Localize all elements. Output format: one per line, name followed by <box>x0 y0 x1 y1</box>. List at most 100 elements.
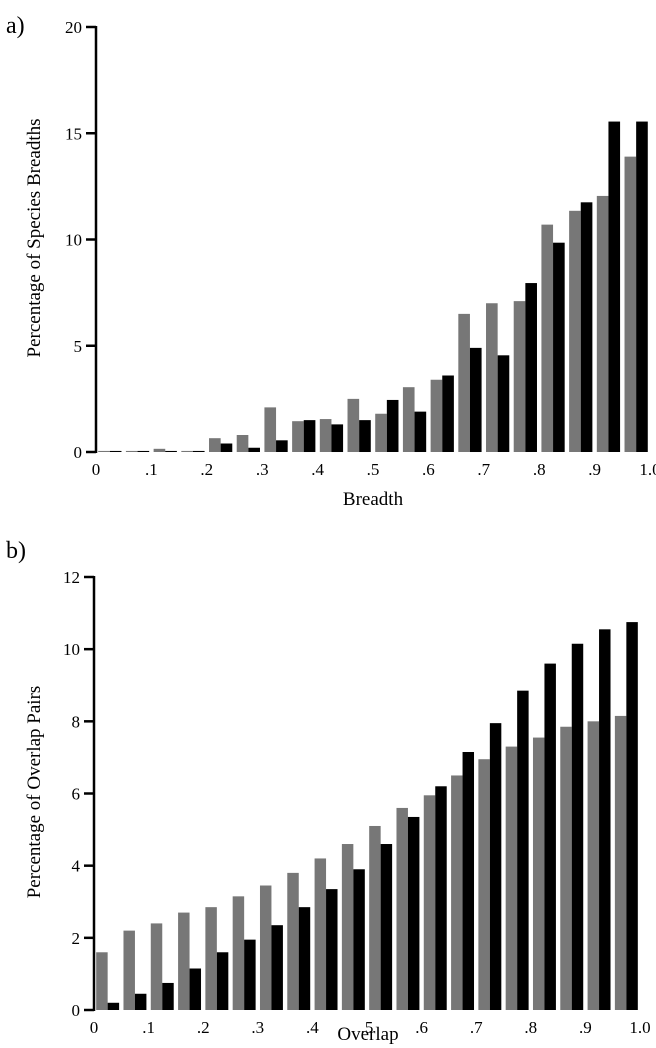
panel-a-bar-s2-2 <box>137 450 150 452</box>
panel-a-label: a) <box>6 13 25 39</box>
panel-a-bar-s2-13 <box>442 375 454 452</box>
panel-b-bar-s1-10 <box>341 844 354 1010</box>
panel-b-bar-s2-19 <box>599 629 611 1010</box>
panel-a-bar-s1-10 <box>347 398 360 453</box>
panel-b-x-tick-label-2: .2 <box>197 1018 210 1037</box>
panel-a-bar-s2-11 <box>386 399 399 452</box>
panel-a-bar-s1-19 <box>596 195 609 452</box>
panel-a-bar-s1-1 <box>98 450 110 452</box>
panel-a-x-tick-label-1: .1 <box>145 460 158 479</box>
panel-b-bar-s2-4 <box>189 968 202 1010</box>
panel-b-bar-s2-3 <box>162 982 174 1010</box>
panel-a-bar-s1-11 <box>375 413 387 452</box>
panel-a-y-axis-title: Percentage of Species Breadths <box>24 119 45 358</box>
panel-b-x-tick-label-10: 1.0 <box>629 1018 650 1037</box>
panel-a-x-tick-label-6: .6 <box>422 460 435 479</box>
panel-b-bar-s2-16 <box>517 690 529 1010</box>
panel-a-x-tick-label-0: 0 <box>92 460 101 479</box>
panel-a-bar-s2-12 <box>414 411 427 453</box>
panel-a-bar-s2-6 <box>248 447 260 452</box>
panel-b-bar-s1-19 <box>587 721 600 1010</box>
panel-b-bar-s2-14 <box>462 752 475 1010</box>
panel-b-x-tick-label-4: .4 <box>306 1018 319 1037</box>
panel-b-bar-s1-11 <box>369 825 381 1010</box>
panel-b-bar-s1-3 <box>150 923 163 1010</box>
panel-b-bar-s2-10 <box>353 869 365 1010</box>
panel-b-x-tick-label-3: .3 <box>251 1018 264 1037</box>
panel-a-bar-s2-7 <box>276 440 288 452</box>
panel-a-bar-s2-16 <box>525 283 537 452</box>
panel-b-bar-s2-8 <box>298 907 311 1010</box>
panel-a-bar-s2-18 <box>580 202 593 452</box>
panel-b-bar-s1-6 <box>232 896 245 1010</box>
panel-a-bar-s2-4 <box>192 450 205 452</box>
panel-a-bar-s2-3 <box>165 450 177 452</box>
panel-b-bar-s2-7 <box>271 925 283 1010</box>
panel-a-bar-s1-13 <box>430 379 443 452</box>
panel-a-bar-s1-12 <box>402 387 415 452</box>
panel-b-bar-s2-18 <box>571 643 584 1010</box>
panel-a-bar-s1-17 <box>541 224 554 452</box>
panel-a-x-tick-label-3: .3 <box>256 460 269 479</box>
panel-b-bar-s2-15 <box>489 723 502 1010</box>
panel-a-bar-s2-8 <box>303 420 316 453</box>
panel-a-bar-s1-16 <box>513 301 526 453</box>
panel-a-breadth-chart: a) Percentage of Species Breadths Breadt… <box>6 13 656 510</box>
panel-a-x-tick-label-7: .7 <box>477 460 490 479</box>
panel-b-bar-s1-1 <box>96 952 108 1010</box>
panel-b-bar-s1-5 <box>205 907 217 1010</box>
panel-a-x-tick-label-4: .4 <box>311 460 324 479</box>
panel-b-bar-s1-18 <box>560 726 572 1010</box>
panel-b-y-tick-label-6: 12 <box>63 568 80 587</box>
panel-a-bar-s2-1 <box>109 450 122 452</box>
panel-a-x-tick-label-2: .2 <box>200 460 213 479</box>
panel-b-y-tick-label-1: 2 <box>72 929 81 948</box>
panel-b-bar-s2-17 <box>544 663 556 1010</box>
panel-a-bar-s1-4 <box>181 450 193 452</box>
panel-b-bar-s2-12 <box>407 816 420 1010</box>
panel-a-y-tick-label-4: 20 <box>65 18 82 37</box>
panel-b-bar-s2-6 <box>244 939 256 1010</box>
panel-a-x-tick-label-8: .8 <box>533 460 546 479</box>
panel-a-bar-s2-14 <box>469 347 482 453</box>
panel-a-bar-s2-5 <box>220 443 233 452</box>
panel-b-bar-s1-2 <box>123 930 135 1010</box>
panel-a-x-tick-label-10: 1.0 <box>639 460 656 479</box>
panel-b-bar-s1-7 <box>259 885 272 1010</box>
panel-b-y-tick-label-2: 4 <box>72 857 81 876</box>
panel-a-y-tick-label-2: 10 <box>65 231 82 250</box>
panel-a-bar-s1-5 <box>209 438 221 452</box>
panel-b-label: b) <box>6 538 26 564</box>
panel-b-y-tick-label-5: 10 <box>63 640 80 659</box>
panel-a-bar-s2-10 <box>359 420 371 453</box>
panel-b-bar-s1-17 <box>532 737 545 1010</box>
panel-a-bar-s1-6 <box>236 435 249 452</box>
panel-a-bar-s1-3 <box>153 448 166 452</box>
panel-b-x-tick-label-9: .9 <box>579 1018 592 1037</box>
panel-a-bar-s2-15 <box>497 355 510 452</box>
panel-a-bar-s2-19 <box>608 121 621 452</box>
panel-b-bar-s2-13 <box>435 786 447 1010</box>
panel-b-bar-s2-1 <box>107 1002 120 1010</box>
panel-b-bar-s1-14 <box>451 775 463 1010</box>
panel-b-axes: 0 2 4 6 8 10 12 0 .1 .2 .3 .4 .5 .6 .7 .8 .9 1.0 <box>63 568 651 1037</box>
panel-b-bar-s2-2 <box>134 993 147 1010</box>
panel-a-y-tick-label-0: 0 <box>74 443 83 462</box>
panel-a-bars <box>98 121 648 453</box>
panel-a-bar-s1-15 <box>486 303 498 452</box>
panel-b-x-tick-label-6: .6 <box>415 1018 428 1037</box>
panel-b-bar-s1-13 <box>423 795 436 1010</box>
panel-b-x-axis-title: Overlap <box>337 1024 398 1045</box>
panel-a-bar-s1-7 <box>264 407 277 453</box>
panel-a-bar-s2-9 <box>331 424 344 453</box>
panel-b-bar-s1-16 <box>505 746 518 1010</box>
panel-a-y-tick-label-3: 15 <box>65 124 82 143</box>
panel-b-bars <box>96 622 638 1010</box>
panel-b-bar-s1-8 <box>287 872 299 1010</box>
panel-b-x-tick-label-7: .7 <box>470 1018 483 1037</box>
panel-b-bar-s2-9 <box>326 889 338 1010</box>
panel-b-y-tick-label-4: 8 <box>72 712 81 731</box>
panel-b-x-tick-label-8: .8 <box>524 1018 537 1037</box>
panel-a-bar-s1-9 <box>319 419 332 452</box>
